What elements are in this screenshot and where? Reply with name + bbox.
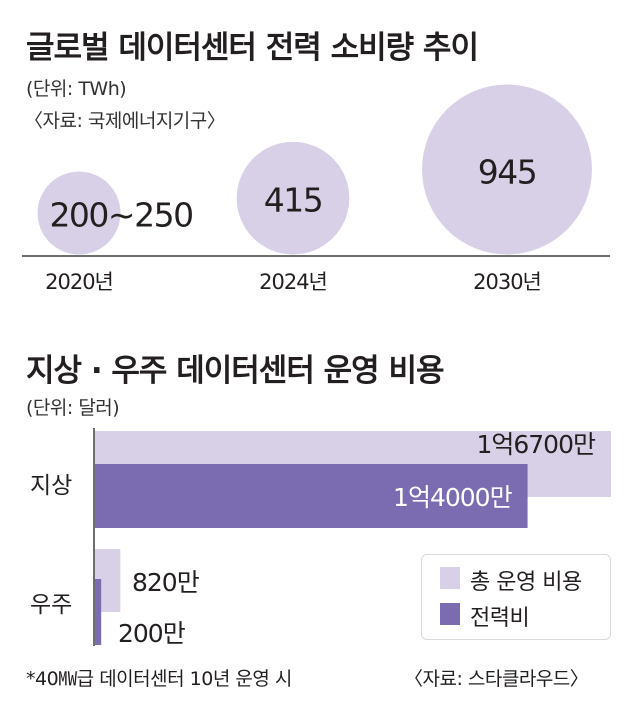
- bar-chart-source: 〈자료: 스타클라우드〉: [404, 668, 589, 690]
- bubble-chart: [37, 84, 592, 255]
- year-label-2020: 2020년: [45, 270, 114, 294]
- category-label-ground: 지상: [30, 473, 73, 499]
- bubble-2: [422, 84, 592, 255]
- bar-value-label-0-power: 1억4000만: [393, 483, 513, 512]
- bar-value-label-1-total: 820만: [132, 568, 200, 597]
- bar-chart-title: 지상 · 우주 데이터센터 운영 비용: [26, 353, 444, 389]
- year-label-2024: 2024년: [259, 270, 328, 294]
- legend: 총 운영 비용 전력비: [421, 554, 611, 640]
- bar-chart-unit: (단위: 달러): [26, 397, 120, 419]
- bubble-chart-source: 〈자료: 국제에너지기구〉: [24, 110, 226, 132]
- legend-swatch-power: [440, 603, 460, 625]
- bubble-baseline: [22, 255, 610, 257]
- bar-value-label-1-power: 200만: [118, 619, 186, 648]
- bubble-chart-unit: (단위: TWh): [26, 78, 127, 100]
- bar-value-label-0-total: 1억6700만: [476, 430, 596, 459]
- bubble-1: [236, 141, 350, 255]
- legend-swatch-total: [440, 567, 460, 589]
- bubble-value-label-1: 415: [263, 180, 324, 220]
- legend-label-total: 총 운영 비용: [470, 570, 582, 595]
- category-label-space: 우주: [30, 592, 73, 618]
- bubble-chart-title: 글로벌 데이터센터 전력 소비량 추이: [26, 30, 479, 66]
- legend-label-power: 전력비: [470, 606, 530, 631]
- bar-1-power: [95, 579, 102, 645]
- bubble-0: [37, 171, 121, 255]
- bar-0-power: [95, 464, 528, 528]
- footnote: *40㎿급 데이터센터 10년 운영 시: [26, 668, 292, 690]
- bubble-value-label-2: 945: [477, 152, 538, 191]
- bubble-value-label-0: 200∼250: [49, 195, 194, 235]
- year-label-2030: 2030년: [473, 270, 542, 294]
